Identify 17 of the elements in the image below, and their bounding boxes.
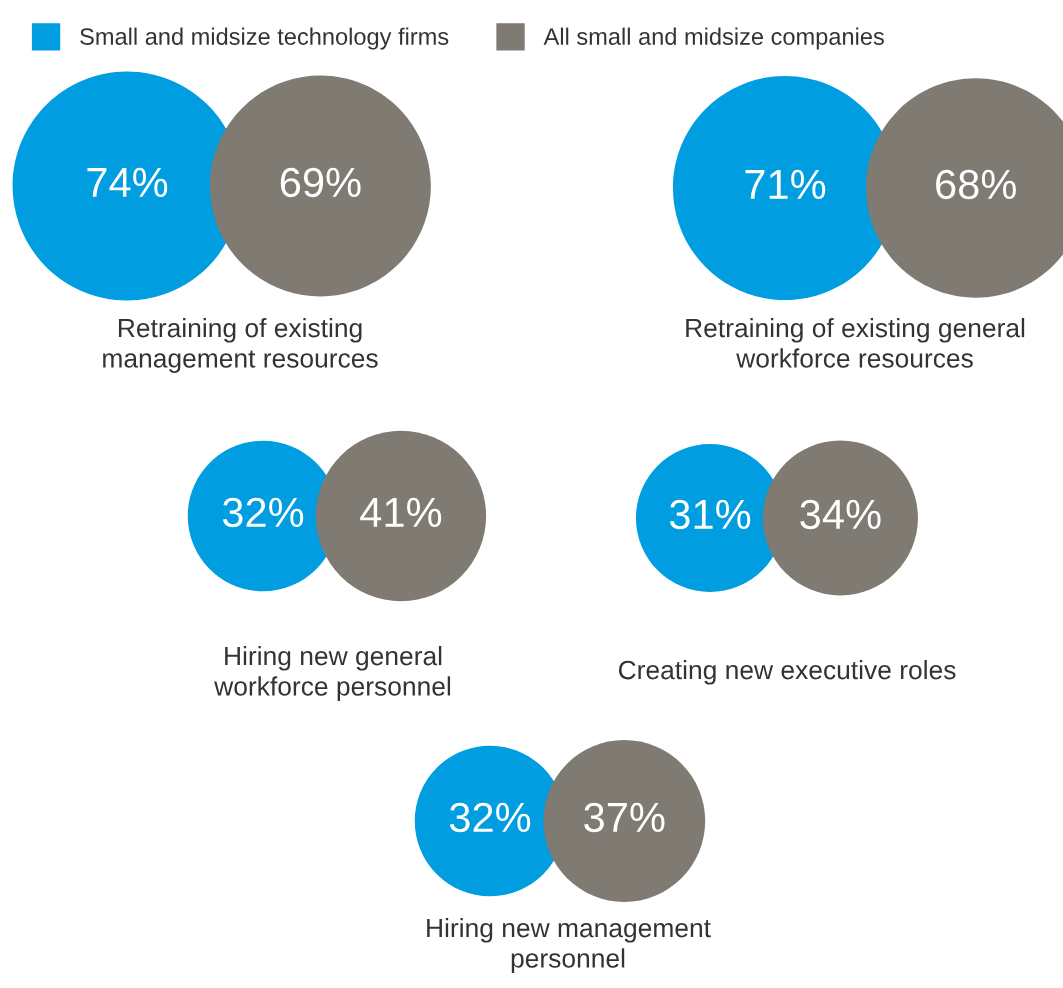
data-label: 71% [745,169,826,200]
category-label: Creating new executive roles [618,660,956,685]
data-label: 74% [87,167,168,198]
category-label: Hiring new general workforce personnel [214,646,451,701]
data-label: 69% [280,167,361,198]
legend-label: Small and midsize technology firms [80,27,449,50]
data-label: 32% [449,802,531,833]
data-label: 68% [936,169,1016,200]
data-label: 34% [800,499,881,530]
data-label: 32% [222,497,304,528]
data-label: 37% [584,802,665,833]
data-label: 41% [360,497,442,528]
category-label: Hiring new management personnel [427,918,711,973]
data-label: 31% [669,499,751,530]
category-label: Retraining of existing management resources [103,318,378,373]
category-label: Retraining of existing general workforce resources [686,318,1025,368]
legend-label: All small and midsize companies [543,27,884,50]
